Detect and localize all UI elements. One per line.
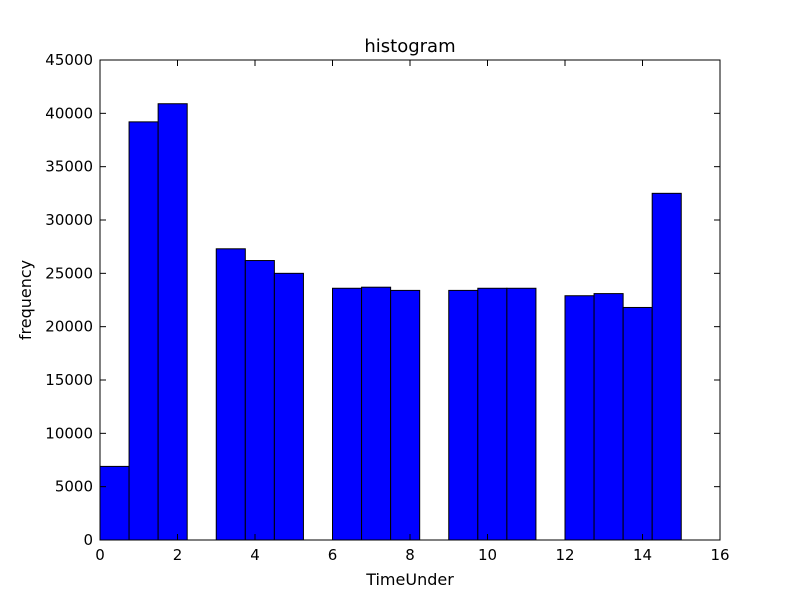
histogram-bar-10 [390,289,421,541]
x-tick-label-10: 10 [478,546,497,564]
chart-title: histogram [364,36,455,57]
y-tick-label-45000: 45000 [45,51,93,69]
histogram-bar-4 [215,248,246,541]
y-tick-label-25000: 25000 [45,264,93,282]
y-tick-label-35000: 35000 [45,158,93,176]
y-tick-label-15000: 15000 [45,371,93,389]
histogram-bar-18 [622,306,653,541]
x-tick-label-8: 8 [405,546,415,564]
x-axis-ticks: 0 2 4 6 8 10 12 14 16 [95,60,730,564]
histogram-bar-16 [564,295,595,541]
y-axis-title: frequency [16,260,35,340]
y-axis-ticks: 0 5000 10000 15000 20000 25000 30000 35000 40000… [45,51,720,549]
y-tick-label-10000: 10000 [45,424,93,442]
x-tick-label-2: 2 [173,546,183,564]
y-tick-label-30000: 30000 [45,211,93,229]
x-tick-label-14: 14 [633,546,652,564]
histogram-bar-9 [361,286,392,541]
histogram-bar-5 [244,260,275,541]
histogram-bar-8 [332,287,363,541]
bars-layer [99,103,682,541]
x-tick-label-12: 12 [555,546,574,564]
x-tick-label-6: 6 [328,546,338,564]
x-tick-label-0: 0 [95,546,105,564]
histogram-bar-17 [593,293,624,541]
x-tick-label-16: 16 [710,546,729,564]
histogram-bar-1 [128,121,159,541]
histogram-bar-2 [157,103,188,541]
histogram-bar-12 [448,289,479,541]
histogram-bar-6 [273,272,304,541]
y-tick-label-5000: 5000 [55,478,93,496]
histogram-bar-14 [506,287,537,541]
histogram-bar-0 [99,465,130,541]
y-tick-label-0: 0 [83,531,93,549]
y-tick-label-40000: 40000 [45,104,93,122]
x-tick-label-4: 4 [250,546,260,564]
y-tick-label-20000: 20000 [45,318,93,336]
histogram-bar-13 [477,287,508,541]
x-axis-title: TimeUnder [365,570,454,589]
histogram-bar-19 [651,192,682,541]
